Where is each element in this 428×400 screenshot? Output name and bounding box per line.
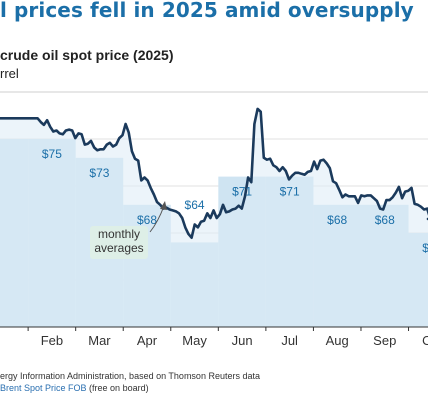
series-note: Brent Spot Price FOB (free on board) [0,383,149,393]
monthly-average-labels: $75 $73 $68 $64 $71 $71 $68 $68 $65 [42,147,428,255]
monthly-average-label: $68 [327,213,347,227]
headline: l prices fell in 2025 amid oversupply [0,0,414,22]
annotation-arrowhead [160,201,167,210]
annotation-text: averages [94,241,143,255]
monthly-average-label: $65 [422,241,428,255]
price-area [0,108,428,327]
x-tick-label: Oct [422,333,428,348]
monthly-average-label: $68 [375,213,395,227]
series-note-link[interactable]: Brent Spot Price FOB [0,383,87,393]
series-note-text: (free on board) [86,383,149,393]
chart-title: crude oil spot price (2025) [0,47,174,63]
monthly-average-label: $73 [89,166,109,180]
monthly-average-label: $75 [42,147,62,161]
price-series-line [0,107,428,239]
price-line [0,107,428,239]
x-tick-label: Feb [41,333,63,348]
monthly-average-label: $64 [185,198,205,212]
monthly-average-label: $71 [280,185,300,199]
x-tick-label: Aug [326,333,349,348]
x-tick-label: May [182,333,207,348]
monthly-average-label: $71 [232,185,252,199]
x-tick-label: Jun [232,333,253,348]
x-tick-label: Sep [373,333,396,348]
chart-subtitle: rrel [0,66,19,81]
monthly-average-label: $68 [137,213,157,227]
x-axis: Feb Mar Apr May Jun Jul Aug Sep Oct [0,326,428,348]
annotation-text: monthly [98,227,140,241]
x-tick-label: Mar [88,333,111,348]
price-area-fill [0,108,428,327]
annotation-background [90,226,148,259]
x-tick-label: Apr [137,333,158,348]
source-note: ergy Information Administration, based o… [0,371,260,381]
x-tick-label: Jul [281,333,298,348]
price-chart: $75 $73 $68 $64 $71 $71 $68 $68 $65 monthlyavera… [0,91,428,348]
